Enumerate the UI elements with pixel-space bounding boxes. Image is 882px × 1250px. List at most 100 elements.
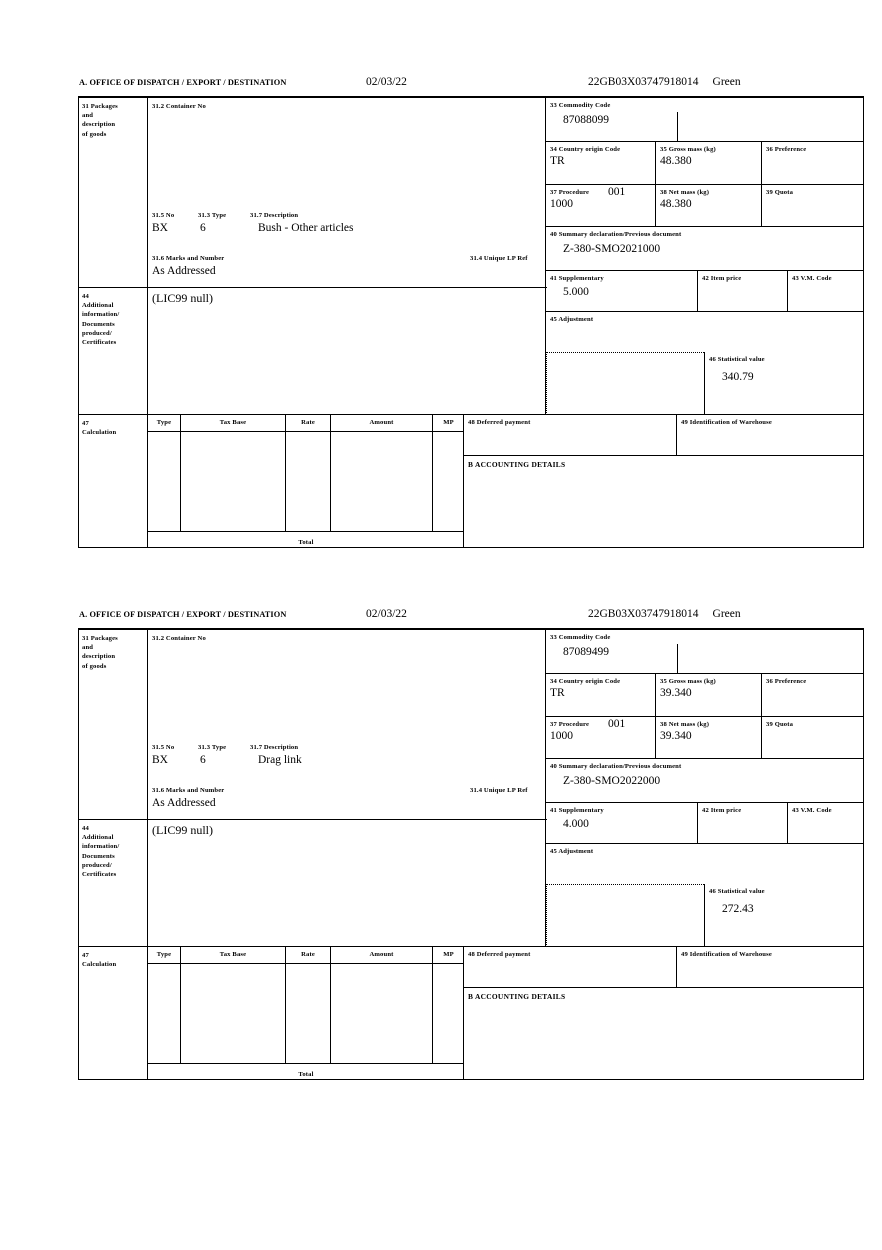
box46-statistical-value: 46 Statistical value 272.43 bbox=[704, 884, 863, 946]
package-no-value: BX bbox=[152, 754, 168, 766]
box46-label: 46 Statistical value bbox=[709, 888, 765, 895]
box39-label: 39 Quota bbox=[766, 189, 794, 196]
box33-divider bbox=[677, 644, 678, 673]
package-values: BX 6 Bush - Other articles bbox=[152, 221, 544, 237]
mrn-value: 22GB03X03747918014 bbox=[588, 76, 699, 88]
calculation-col-amount: Amount bbox=[331, 947, 433, 963]
box35-gross-mass: 35 Gross mass (kg) 48.380 bbox=[656, 142, 762, 185]
box33-label: 33 Commodity Code bbox=[550, 634, 611, 641]
boxB-label: B ACCOUNTING DETAILS bbox=[468, 992, 566, 1001]
box47-label-line-1: 47 bbox=[82, 420, 89, 427]
calculation-cell-type bbox=[148, 963, 181, 1063]
package-type-label: 31.3 Type bbox=[198, 744, 227, 751]
box41-label: 41 Supplementary bbox=[550, 807, 604, 814]
box44-value: (LIC99 null) bbox=[152, 823, 213, 837]
box33-divider bbox=[677, 112, 678, 141]
package-no-label: 31.5 No bbox=[152, 744, 175, 751]
box34-label: 34 Country origin Code bbox=[550, 146, 621, 153]
calculation-total-row: Total bbox=[148, 531, 463, 548]
form-body: 31 Packages and description of goods 31.… bbox=[78, 628, 864, 1080]
box40-label: 40 Summary declaration/Previous document bbox=[550, 763, 682, 770]
unique-lp-ref-label: 31.4 Unique LP Ref bbox=[470, 255, 528, 262]
boxB-label: B ACCOUNTING DETAILS bbox=[468, 460, 566, 469]
box46-label: 46 Statistical value bbox=[709, 356, 765, 363]
calculation-cell-mp bbox=[433, 431, 463, 531]
box38-label: 38 Net mass (kg) bbox=[660, 189, 710, 196]
marks-values: As Addressed bbox=[152, 796, 547, 812]
box31-label-line-3: description bbox=[82, 121, 116, 129]
box46-statistical-value: 46 Statistical value 340.79 bbox=[704, 352, 863, 414]
calculation-total-row: Total bbox=[148, 1063, 463, 1080]
form-header: A. OFFICE OF DISPATCH / EXPORT / DESTINA… bbox=[78, 608, 864, 628]
box39-quota: 39 Quota bbox=[762, 717, 863, 759]
box48-deferred-payment: 48 Deferred payment bbox=[463, 415, 677, 456]
box37-value: 1000 bbox=[550, 198, 573, 211]
calculation-col-tax-base: Tax Base bbox=[181, 415, 286, 431]
goods-description-value: Drag link bbox=[258, 754, 302, 766]
calculation-cell-rate bbox=[286, 431, 331, 531]
box33-label: 33 Commodity Code bbox=[550, 102, 611, 109]
box31-label-column: 31 Packages and description of goods bbox=[79, 630, 147, 820]
box40-value: Z-380-SMO2022000 bbox=[563, 775, 661, 788]
box33-value: 87089499 bbox=[563, 646, 609, 659]
calculation-body-row bbox=[148, 431, 463, 532]
box47-label-line-1: 47 bbox=[82, 952, 89, 959]
package-row: 31.5 No 31.3 Type 31.7 Description BX 6 … bbox=[152, 211, 544, 237]
package-no-label: 31.5 No bbox=[152, 212, 175, 219]
calculation-col-type: Type bbox=[148, 947, 181, 963]
marks-and-number-label: 31.6 Marks and Number bbox=[152, 255, 225, 262]
box36-label: 36 Preference bbox=[766, 146, 807, 153]
box42-label: 42 Item price bbox=[702, 807, 742, 814]
box35-label: 35 Gross mass (kg) bbox=[660, 146, 716, 153]
calculation-col-rate: Rate bbox=[286, 415, 331, 431]
box47-label-line-2: Calculation bbox=[82, 961, 117, 969]
box44-label-line-4: Documents bbox=[82, 320, 115, 328]
calculation-cell-type bbox=[148, 431, 181, 531]
box31-goods-description: 31.2 Container No 31.5 No 31.3 Type 31.7… bbox=[147, 630, 547, 820]
box43-vm-code: 43 V.M. Code bbox=[788, 803, 863, 844]
package-no-value: BX bbox=[152, 222, 168, 234]
calculation-col-mp: MP bbox=[433, 415, 463, 431]
mrn-value: 22GB03X03747918014 bbox=[588, 608, 699, 620]
package-type-value: 6 bbox=[200, 754, 206, 766]
route-status-label: Green bbox=[712, 76, 741, 88]
box34-label: 34 Country origin Code bbox=[550, 678, 621, 685]
box45-sub-cell bbox=[546, 352, 704, 414]
box42-item-price: 42 Item price bbox=[698, 271, 788, 312]
package-labels: 31.5 No 31.3 Type 31.7 Description bbox=[152, 743, 544, 753]
container-no-label: 31.2 Container No bbox=[152, 103, 206, 110]
box41-supplementary: 41 Supplementary 5.000 bbox=[546, 271, 698, 312]
marks-and-number-value: As Addressed bbox=[152, 265, 216, 277]
calculation-col-amount-label: Amount bbox=[369, 419, 394, 426]
box34-country-origin-code: 34 Country origin Code TR bbox=[546, 142, 656, 185]
box35-value: 39.340 bbox=[660, 687, 692, 700]
box44-label-line-1: 44 bbox=[82, 293, 89, 300]
sad-form-item-4: A. OFFICE OF DISPATCH / EXPORT / DESTINA… bbox=[78, 608, 864, 1080]
box31-label-line-2: and bbox=[82, 644, 94, 652]
office-of-dispatch-label: A. OFFICE OF DISPATCH / EXPORT / DESTINA… bbox=[79, 610, 287, 619]
marks-row: 31.6 Marks and Number 31.4 Unique LP Ref… bbox=[152, 786, 547, 812]
form-header: A. OFFICE OF DISPATCH / EXPORT / DESTINA… bbox=[78, 76, 864, 96]
box31-label-line-4: of goods bbox=[82, 130, 107, 138]
box31-label-line-1: 31 Packages bbox=[82, 635, 118, 642]
calculation-col-tax-base-label: Tax Base bbox=[219, 419, 247, 426]
box48-label: 48 Deferred payment bbox=[468, 951, 531, 958]
right-column: 33 Commodity Code 87088099 34 Country or… bbox=[545, 98, 863, 415]
calculation-body-row bbox=[148, 963, 463, 1064]
box43-label: 43 V.M. Code bbox=[792, 807, 832, 814]
marks-values: As Addressed bbox=[152, 264, 547, 280]
boxB-accounting-details: B ACCOUNTING DETAILS bbox=[463, 988, 863, 1080]
box45-adjustment: 45 Adjustment bbox=[546, 312, 863, 352]
box49-warehouse-identification: 49 Identification of Warehouse bbox=[677, 947, 863, 988]
box35-gross-mass: 35 Gross mass (kg) 39.340 bbox=[656, 674, 762, 717]
box31-label-line-1: 31 Packages bbox=[82, 103, 118, 110]
box45-adjustment: 45 Adjustment bbox=[546, 844, 863, 884]
box38-net-mass: 38 Net mass (kg) 39.340 bbox=[656, 717, 762, 759]
box39-label: 39 Quota bbox=[766, 721, 794, 728]
box38-label: 38 Net mass (kg) bbox=[660, 721, 710, 728]
route-status-label: Green bbox=[712, 608, 741, 620]
box37-label: 37 Procedure bbox=[550, 721, 590, 728]
box37-procedure: 37 Procedure 1000 001 bbox=[546, 185, 656, 227]
box41-supplementary: 41 Supplementary 4.000 bbox=[546, 803, 698, 844]
